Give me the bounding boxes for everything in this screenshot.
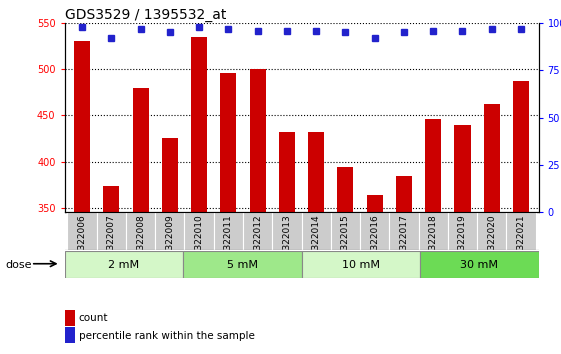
Bar — [454, 125, 471, 212]
FancyBboxPatch shape — [302, 212, 331, 250]
Text: GSM322006: GSM322006 — [77, 214, 86, 269]
Text: GSM322015: GSM322015 — [341, 214, 350, 269]
Bar — [220, 73, 236, 212]
FancyBboxPatch shape — [214, 212, 243, 250]
Text: GSM322017: GSM322017 — [399, 214, 408, 269]
Bar — [191, 37, 207, 212]
Text: GSM322021: GSM322021 — [517, 214, 526, 269]
Bar — [250, 69, 266, 212]
Bar — [513, 81, 529, 212]
FancyBboxPatch shape — [301, 251, 420, 278]
Text: GSM322014: GSM322014 — [312, 214, 321, 269]
Text: GSM322013: GSM322013 — [282, 214, 291, 269]
Bar — [396, 176, 412, 212]
FancyBboxPatch shape — [448, 212, 477, 250]
Bar — [132, 88, 149, 212]
FancyBboxPatch shape — [155, 212, 185, 250]
FancyBboxPatch shape — [126, 212, 155, 250]
FancyBboxPatch shape — [389, 212, 419, 250]
Text: percentile rank within the sample: percentile rank within the sample — [79, 331, 255, 341]
Text: GSM322010: GSM322010 — [195, 214, 204, 269]
Text: 10 mM: 10 mM — [342, 259, 380, 270]
Bar — [74, 41, 90, 212]
FancyBboxPatch shape — [183, 251, 301, 278]
FancyBboxPatch shape — [331, 212, 360, 250]
FancyBboxPatch shape — [96, 212, 126, 250]
Text: GSM322009: GSM322009 — [165, 214, 174, 269]
Text: dose: dose — [6, 260, 32, 270]
Bar — [367, 195, 383, 212]
Text: GSM322012: GSM322012 — [253, 214, 262, 269]
FancyBboxPatch shape — [67, 212, 96, 250]
Text: 2 mM: 2 mM — [108, 259, 139, 270]
Bar — [337, 167, 353, 212]
Bar — [279, 132, 295, 212]
FancyBboxPatch shape — [360, 212, 389, 250]
Text: GSM322011: GSM322011 — [224, 214, 233, 269]
Text: GSM322007: GSM322007 — [107, 214, 116, 269]
Text: GDS3529 / 1395532_at: GDS3529 / 1395532_at — [65, 8, 226, 22]
Bar — [425, 119, 442, 212]
Text: GSM322020: GSM322020 — [488, 214, 496, 269]
Text: GSM322019: GSM322019 — [458, 214, 467, 269]
Text: count: count — [79, 313, 108, 323]
Bar — [103, 185, 119, 212]
FancyBboxPatch shape — [243, 212, 272, 250]
Text: GSM322018: GSM322018 — [429, 214, 438, 269]
Bar — [308, 132, 324, 212]
Text: 30 mM: 30 mM — [461, 259, 498, 270]
Text: GSM322008: GSM322008 — [136, 214, 145, 269]
Text: GSM322016: GSM322016 — [370, 214, 379, 269]
FancyBboxPatch shape — [185, 212, 214, 250]
FancyBboxPatch shape — [272, 212, 302, 250]
FancyBboxPatch shape — [65, 251, 183, 278]
FancyBboxPatch shape — [477, 212, 507, 250]
Text: 5 mM: 5 mM — [227, 259, 258, 270]
FancyBboxPatch shape — [419, 212, 448, 250]
Bar — [162, 138, 178, 212]
FancyBboxPatch shape — [507, 212, 536, 250]
FancyBboxPatch shape — [420, 251, 539, 278]
Bar — [484, 104, 500, 212]
